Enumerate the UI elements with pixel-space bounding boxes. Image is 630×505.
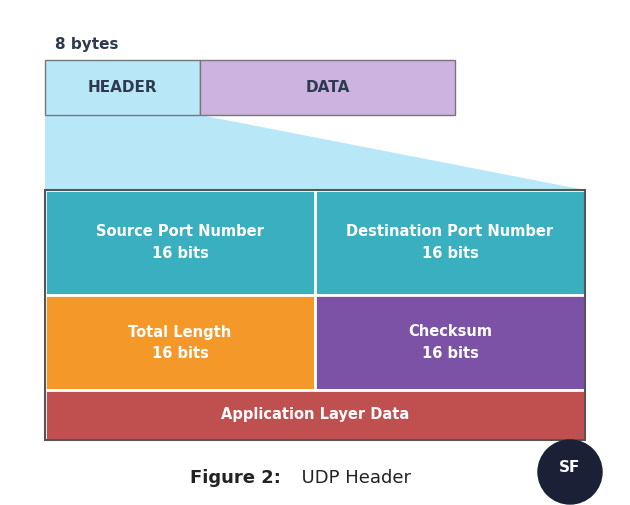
Bar (45, 190, 585, 440)
Text: Checksum
16 bits: Checksum 16 bits (408, 325, 492, 361)
Text: 8 bytes: 8 bytes (55, 37, 118, 53)
Polygon shape (45, 115, 585, 190)
Bar (200, 60, 455, 115)
Text: UDP Header: UDP Header (290, 469, 411, 487)
Circle shape (538, 440, 602, 504)
Bar (45, 295, 315, 390)
Bar (45, 60, 200, 115)
Bar (315, 190, 585, 295)
Text: Source Port Number
16 bits: Source Port Number 16 bits (96, 225, 264, 261)
Text: Total Length
16 bits: Total Length 16 bits (129, 325, 232, 361)
Text: DATA: DATA (306, 80, 350, 95)
Bar (45, 190, 315, 295)
Text: SF: SF (559, 460, 581, 475)
Text: Destination Port Number
16 bits: Destination Port Number 16 bits (346, 225, 554, 261)
Bar (315, 295, 585, 390)
Text: HEADER: HEADER (88, 80, 158, 95)
Text: Application Layer Data: Application Layer Data (221, 408, 409, 423)
Bar (45, 390, 585, 440)
Text: Figure 2:: Figure 2: (190, 469, 281, 487)
